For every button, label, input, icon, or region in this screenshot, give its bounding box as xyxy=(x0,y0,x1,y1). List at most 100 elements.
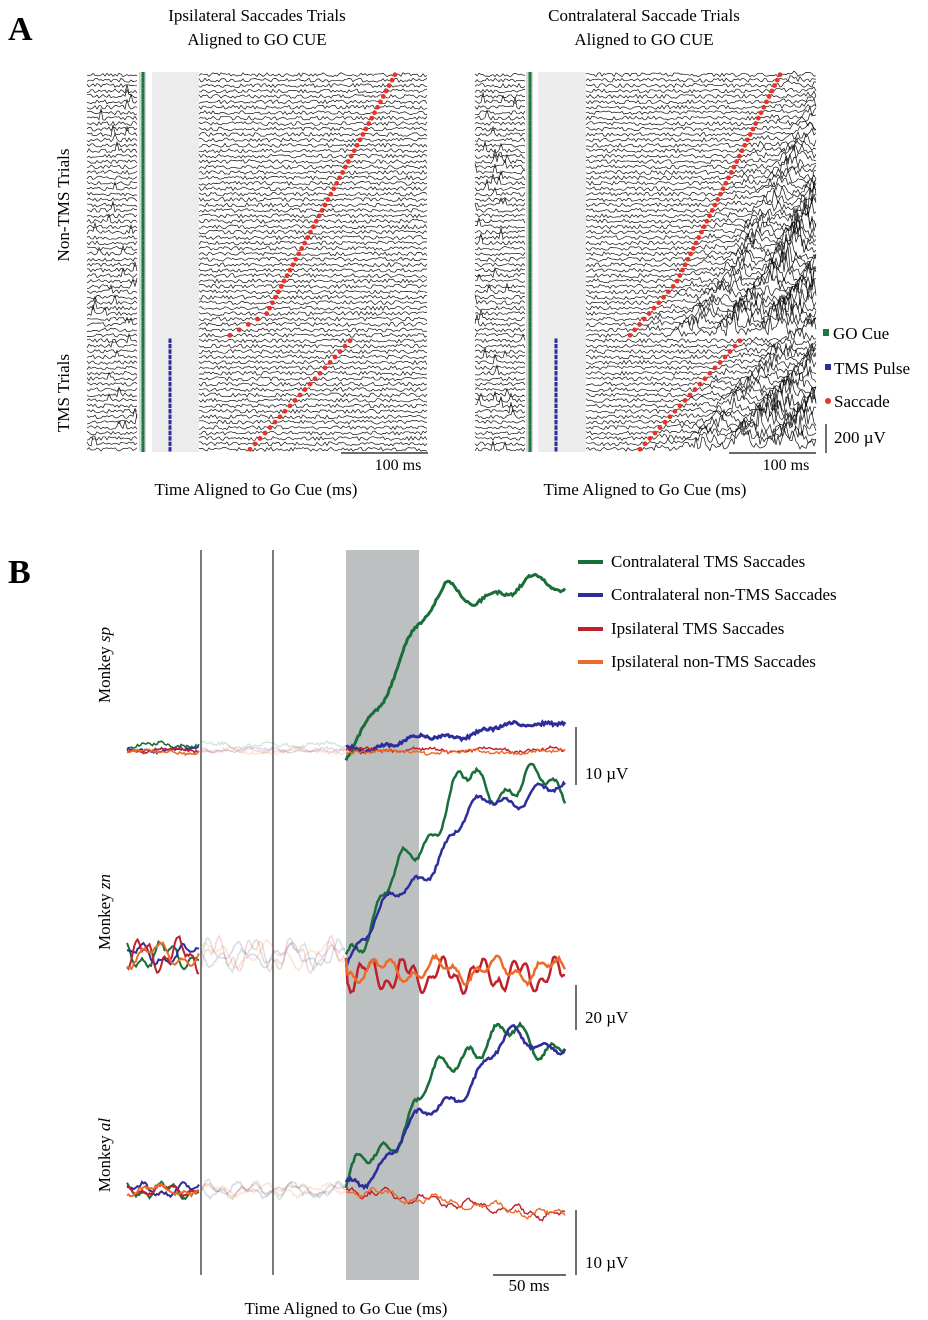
right-go-cue-marker-23 xyxy=(528,196,532,203)
right-go-cue-marker-60 xyxy=(528,397,532,404)
left-trial-trace-16-0 xyxy=(86,159,138,164)
right-tms-pulse-marker-55 xyxy=(554,371,558,376)
left-trial-trace-49-1 xyxy=(198,338,428,344)
right-go-cue-marker-6 xyxy=(528,104,532,110)
right-trial-trace-37-1 xyxy=(585,251,817,279)
right-saccade-marker-0 xyxy=(777,72,783,78)
right-trial-trace-31-0 xyxy=(474,233,526,246)
left-go-cue-marker-64 xyxy=(141,419,145,425)
right-tms-pulse-marker-57 xyxy=(554,381,558,387)
right-title-line1: Contralateral Saccade Trials xyxy=(548,6,740,25)
right-saccade-marker-23 xyxy=(715,197,721,202)
right-trial-trace-26-1 xyxy=(585,196,817,219)
left-trial-trace-25-0 xyxy=(86,201,138,213)
left-saccade-marker-56 xyxy=(312,376,318,382)
left-trial-trace-3-1 xyxy=(198,88,428,94)
right-trial-trace-27-0 xyxy=(474,218,526,224)
right-trial-trace-58-0 xyxy=(474,387,526,392)
right-trial-trace-48-0 xyxy=(474,332,526,338)
right-trial-trace-41-0 xyxy=(474,294,526,300)
al-trace-post-2 xyxy=(345,1186,566,1222)
al-trace-mid-1 xyxy=(200,1180,346,1201)
right-saccade-marker-56 xyxy=(702,376,708,382)
legend-tms-pulse-swatch xyxy=(825,364,831,370)
left-trial-trace-19-1 xyxy=(198,175,428,181)
left-saccade-marker-35 xyxy=(290,262,296,268)
left-trial-trace-60-1 xyxy=(198,397,428,403)
right-trial-trace-33-0 xyxy=(474,252,526,257)
right-go-cue-marker-38 xyxy=(528,278,532,284)
right-trial-trace-52-0 xyxy=(474,347,526,360)
left-saccade-marker-37 xyxy=(284,273,290,278)
right-trial-trace-24-1 xyxy=(585,180,817,208)
left-go-cue-marker-48 xyxy=(141,332,145,338)
left-trial-trace-46-0 xyxy=(86,316,138,327)
right-trial-trace-62-0 xyxy=(474,402,526,414)
right-saccade-marker-2 xyxy=(772,83,777,88)
right-saccade-marker-26 xyxy=(707,213,712,219)
left-trial-trace-14-0 xyxy=(86,141,138,153)
sp-trace-post-0 xyxy=(344,572,567,761)
al-trace-post-3 xyxy=(345,1186,566,1220)
left-saccade-marker-15 xyxy=(348,153,354,159)
left-tms-pulse-marker-64 xyxy=(168,419,172,425)
left-trial-trace-69-0 xyxy=(86,447,138,452)
left-trial-trace-42-1 xyxy=(198,300,428,306)
right-go-cue-marker-24 xyxy=(528,202,532,208)
left-saccade-marker-28 xyxy=(310,224,316,230)
left-trial-trace-58-0 xyxy=(86,387,138,393)
right-tms-pulse-marker-60 xyxy=(554,398,558,403)
left-go-cue-marker-23 xyxy=(141,196,145,203)
left-saccade-marker-69 xyxy=(247,446,253,452)
right-trial-trace-25-1 xyxy=(585,187,817,213)
left-saccade-marker-55 xyxy=(317,370,323,376)
left-saccade-marker-26 xyxy=(316,213,322,219)
right-saccade-marker-65 xyxy=(657,425,663,430)
left-trial-trace-48-1 xyxy=(198,332,428,338)
right-trial-trace-53-0 xyxy=(474,353,526,365)
right-saccade-marker-10 xyxy=(750,126,756,132)
sp-trace-mid-0 xyxy=(200,740,346,751)
right-tms-pulse-marker-54 xyxy=(554,365,558,371)
right-trial-trace-17-1 xyxy=(585,153,817,170)
left-trial-trace-68-1 xyxy=(199,441,428,447)
right-trial-trace-22-0 xyxy=(474,186,526,197)
right-trial-trace-44-0 xyxy=(474,310,526,316)
right-saccade-marker-1 xyxy=(774,77,780,83)
left-saccade-marker-62 xyxy=(282,408,288,414)
right-artifact-band-2 xyxy=(538,72,586,452)
right-trial-trace-38-1 xyxy=(585,261,817,284)
left-trial-trace-43-0 xyxy=(86,299,138,311)
left-trial-trace-44-1 xyxy=(198,311,428,317)
right-go-cue-marker-0 xyxy=(528,72,532,78)
right-trial-trace-16-1 xyxy=(585,145,817,164)
left-trial-trace-69-1 xyxy=(198,446,428,452)
left-saccade-marker-66 xyxy=(262,430,268,436)
right-go-cue-marker-50 xyxy=(528,343,532,349)
left-go-cue-marker-1 xyxy=(141,77,145,83)
left-trial-trace-28-0 xyxy=(86,224,138,229)
left-saccade-marker-51 xyxy=(337,349,343,354)
left-go-cue-marker-2 xyxy=(141,82,145,89)
right-saccade-marker-13 xyxy=(742,142,748,148)
right-go-cue-marker-45 xyxy=(528,316,532,322)
left-trial-trace-52-0 xyxy=(86,349,138,360)
left-trial-trace-17-1 xyxy=(198,164,428,170)
right-saccade-marker-9 xyxy=(753,121,759,126)
left-trial-trace-3-0 xyxy=(86,84,138,94)
right-go-cue-marker-51 xyxy=(528,348,532,355)
left-trial-trace-33-1 xyxy=(198,251,428,257)
right-saccade-marker-36 xyxy=(680,267,685,273)
right-trial-trace-23-1 xyxy=(585,185,817,203)
left-tms-pulse-marker-60 xyxy=(168,398,172,403)
right-trial-trace-10-0 xyxy=(474,127,526,132)
left-go-cue-marker-10 xyxy=(141,126,145,132)
right-trial-trace-12-1 xyxy=(585,127,817,143)
right-tms-pulse-marker-69 xyxy=(554,447,558,452)
left-trial-trace-11-0 xyxy=(86,124,138,137)
left-trial-trace-39-0 xyxy=(87,277,138,289)
right-saccade-marker-4 xyxy=(766,94,772,99)
left-trial-trace-30-0 xyxy=(86,235,138,240)
right-trial-trace-27-1 xyxy=(585,196,817,224)
right-saccade-marker-59 xyxy=(687,392,693,398)
